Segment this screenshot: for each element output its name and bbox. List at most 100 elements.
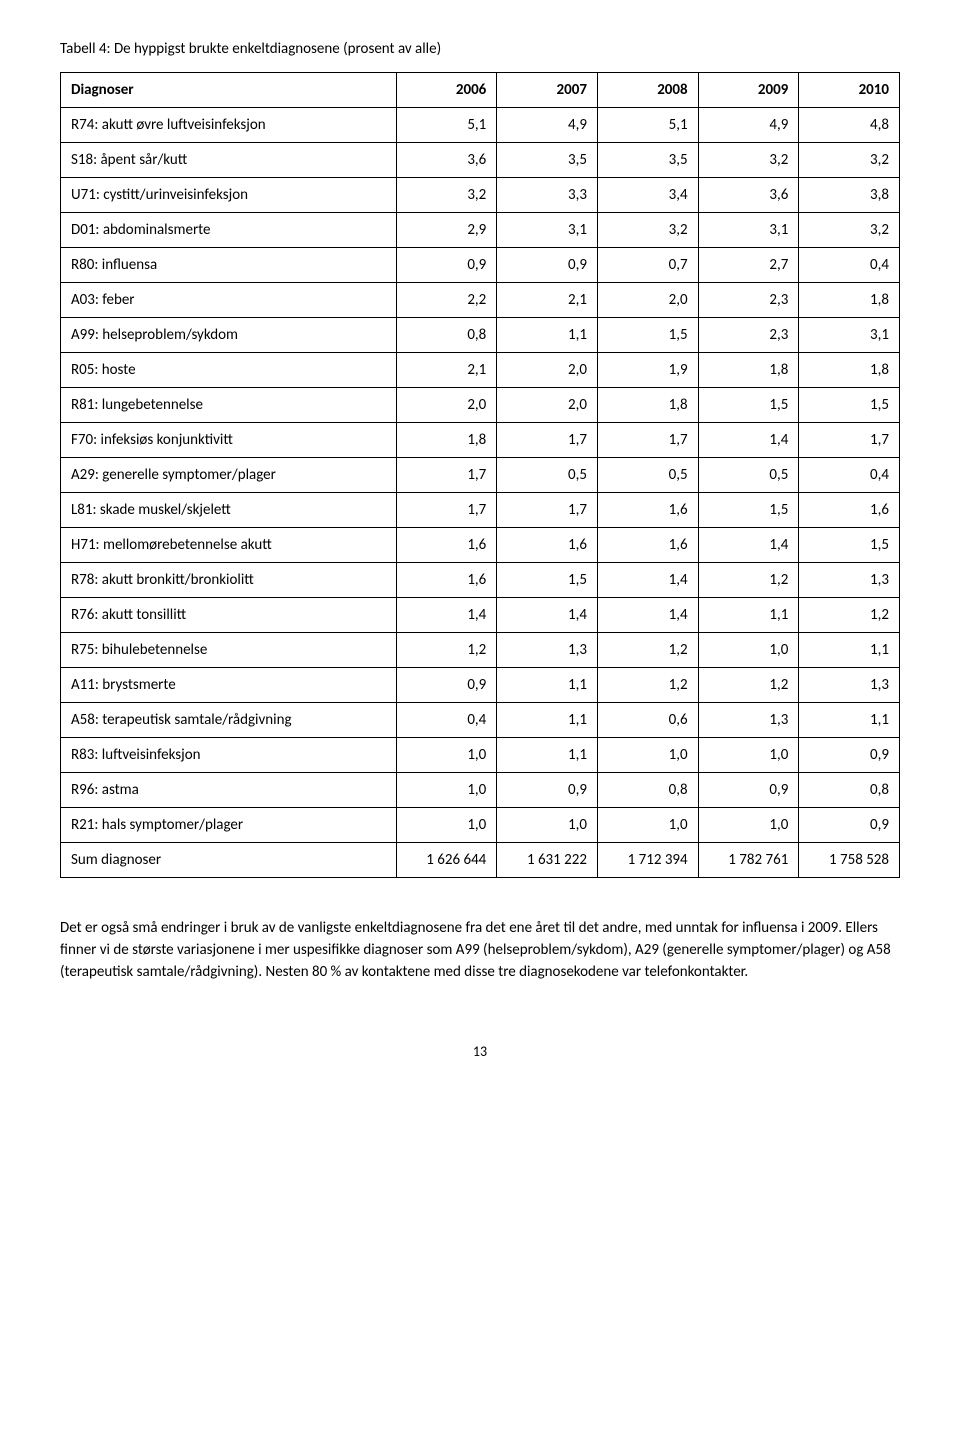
row-value: 1 782 761: [698, 843, 799, 878]
row-value: 1,1: [497, 668, 598, 703]
row-value: 3,5: [497, 143, 598, 178]
row-value: 0,9: [497, 773, 598, 808]
row-value: 0,5: [597, 458, 698, 493]
table-body: R74: akutt øvre luftveisinfeksjon5,14,95…: [61, 108, 900, 878]
row-value: 0,9: [497, 248, 598, 283]
table-row: A11: brystsmerte0,91,11,21,21,3: [61, 668, 900, 703]
row-label: U71: cystitt/urinveisinfeksjon: [61, 178, 397, 213]
row-label: R21: hals symptomer/plager: [61, 808, 397, 843]
row-value: 2,3: [698, 283, 799, 318]
row-label: R78: akutt bronkitt/bronkiolitt: [61, 563, 397, 598]
row-value: 5,1: [396, 108, 497, 143]
row-value: 1,5: [597, 318, 698, 353]
row-value: 0,4: [799, 248, 900, 283]
row-value: 1,1: [497, 738, 598, 773]
row-label: Sum diagnoser: [61, 843, 397, 878]
row-value: 0,9: [396, 248, 497, 283]
row-value: 2,0: [497, 353, 598, 388]
row-value: 1,5: [698, 493, 799, 528]
row-value: 1,3: [799, 668, 900, 703]
col-header-2006: 2006: [396, 73, 497, 108]
row-value: 1,3: [698, 703, 799, 738]
row-value: 3,1: [497, 213, 598, 248]
table-caption: Tabell 4: De hyppigst brukte enkeltdiagn…: [60, 40, 900, 58]
row-value: 1,1: [698, 598, 799, 633]
row-value: 0,9: [396, 668, 497, 703]
row-value: 1,9: [597, 353, 698, 388]
row-value: 2,9: [396, 213, 497, 248]
table-row: R78: akutt bronkitt/bronkiolitt1,61,51,4…: [61, 563, 900, 598]
row-value: 5,1: [597, 108, 698, 143]
row-value: 2,0: [396, 388, 497, 423]
row-value: 1,8: [597, 388, 698, 423]
row-value: 1,0: [698, 808, 799, 843]
row-value: 1,0: [698, 633, 799, 668]
row-value: 1,6: [597, 528, 698, 563]
table-row: A29: generelle symptomer/plager1,7 0,50,5…: [61, 458, 900, 493]
row-value: 1,7: [597, 423, 698, 458]
row-value: 1,0: [497, 808, 598, 843]
row-value: 3,3: [497, 178, 598, 213]
row-value: 1,2: [597, 633, 698, 668]
row-value: 4,9: [497, 108, 598, 143]
row-value: 3,5: [597, 143, 698, 178]
row-value: 0,9: [698, 773, 799, 808]
row-value: 1,6: [396, 563, 497, 598]
row-value: 4,9: [698, 108, 799, 143]
row-value: 1,8: [698, 353, 799, 388]
row-value: 1,2: [698, 668, 799, 703]
row-value: 0,5: [698, 458, 799, 493]
row-value: 3,6: [396, 143, 497, 178]
row-value: 1,1: [497, 318, 598, 353]
row-value: 1,1: [497, 703, 598, 738]
row-value: 1 712 394: [597, 843, 698, 878]
row-value: 1,7: [799, 423, 900, 458]
row-value: 3,6: [698, 178, 799, 213]
row-label: R74: akutt øvre luftveisinfeksjon: [61, 108, 397, 143]
row-value: 3,2: [396, 178, 497, 213]
row-value: 1,0: [698, 738, 799, 773]
row-value: 1,4: [497, 598, 598, 633]
row-value: 0,6: [597, 703, 698, 738]
table-row: R80: influensa0,90,90,72,70,4: [61, 248, 900, 283]
row-value: 1,4: [597, 598, 698, 633]
row-value: 1,8: [396, 423, 497, 458]
row-value: 3,1: [698, 213, 799, 248]
row-label: R81: lungebetennelse: [61, 388, 397, 423]
row-label: R80: influensa: [61, 248, 397, 283]
row-value: 1,8: [799, 283, 900, 318]
page-number: 13: [60, 1043, 900, 1060]
row-value: 1,0: [396, 773, 497, 808]
row-value: 0,9: [799, 808, 900, 843]
table-row: R74: akutt øvre luftveisinfeksjon5,14,95…: [61, 108, 900, 143]
row-value: 1,5: [799, 388, 900, 423]
row-value: 3,8: [799, 178, 900, 213]
table-row: A03: feber2,22,12,02,31,8: [61, 283, 900, 318]
row-label: A58: terapeutisk samtale/rådgivning: [61, 703, 397, 738]
row-value: 3,2: [698, 143, 799, 178]
row-label: R75: bihulebetennelse: [61, 633, 397, 668]
row-value: 1,6: [497, 528, 598, 563]
row-value: 0,7: [597, 248, 698, 283]
row-value: 1,3: [799, 563, 900, 598]
body-paragraph: Det er også små endringer i bruk av de v…: [60, 918, 900, 983]
col-header-2008: 2008: [597, 73, 698, 108]
row-value: 1,7: [396, 458, 497, 493]
row-value: 1,6: [597, 493, 698, 528]
row-value: 2,3: [698, 318, 799, 353]
row-value: 1,3: [497, 633, 598, 668]
row-value: 1,4: [597, 563, 698, 598]
row-label: A29: generelle symptomer/plager: [61, 458, 397, 493]
row-value: 1,5: [698, 388, 799, 423]
col-header-diagnoser: Diagnoser: [61, 73, 397, 108]
table-row: F70: infeksiøs konjunktivitt1,81,71,71,4…: [61, 423, 900, 458]
row-value: 3,2: [799, 213, 900, 248]
table-row: L81: skade muskel/skjelett1,71,71,61,51,…: [61, 493, 900, 528]
row-value: 1 626 644: [396, 843, 497, 878]
row-value: 4,8: [799, 108, 900, 143]
row-label: F70: infeksiøs konjunktivitt: [61, 423, 397, 458]
row-label: A99: helseproblem/sykdom: [61, 318, 397, 353]
row-value: 0,8: [597, 773, 698, 808]
diagnoses-table: Diagnoser 2006 2007 2008 2009 2010 R74: …: [60, 72, 900, 878]
row-value: 1,6: [799, 493, 900, 528]
